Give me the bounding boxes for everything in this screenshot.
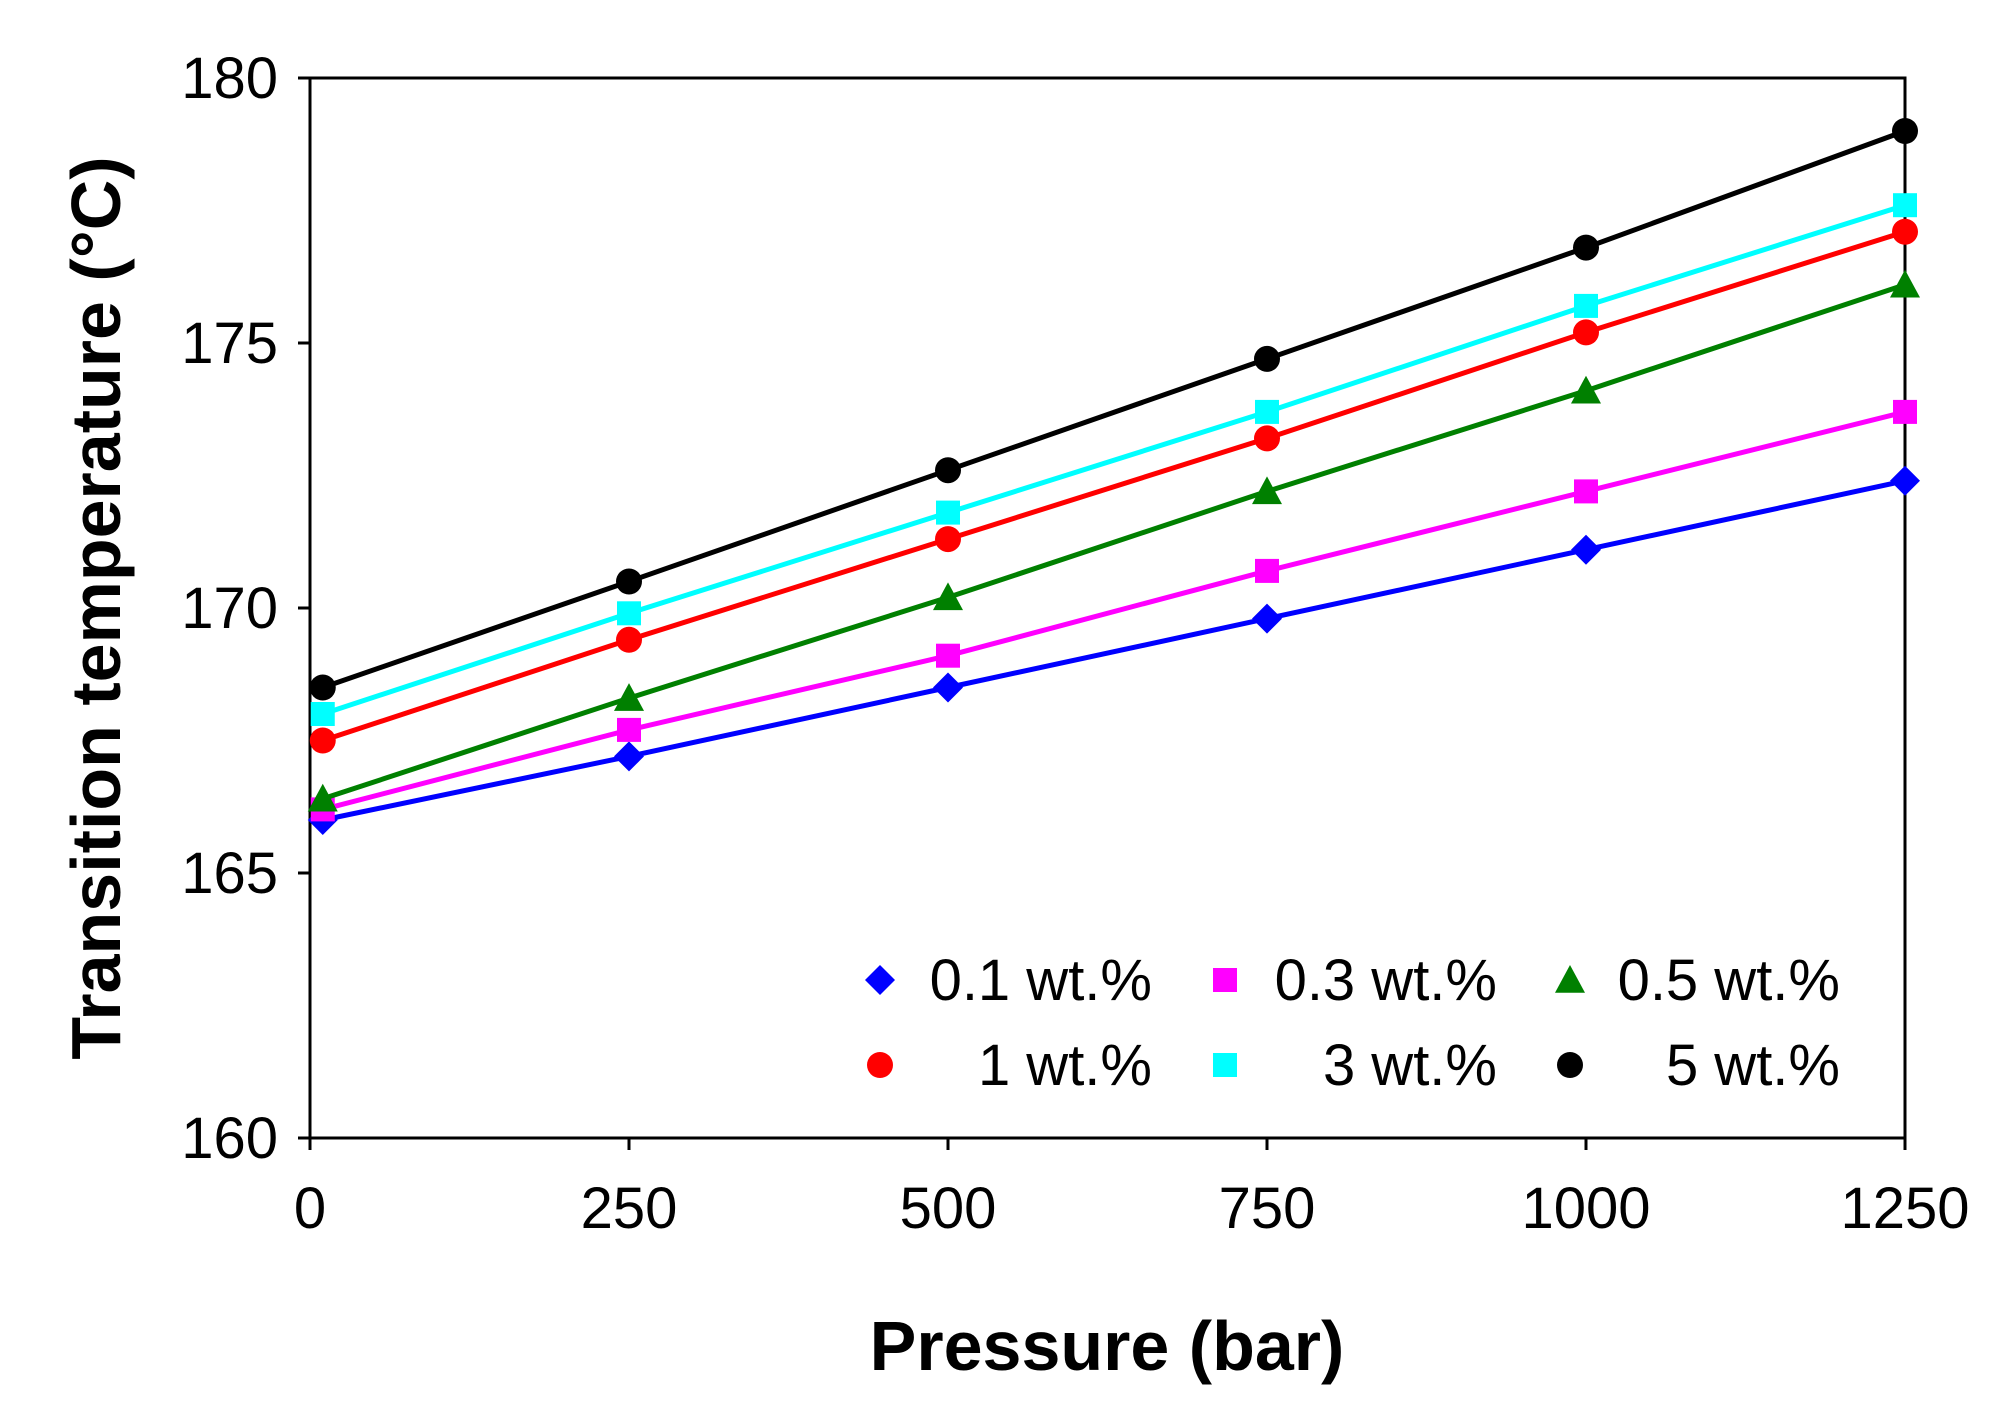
series-1 bbox=[307, 465, 1920, 835]
series-line bbox=[321, 128, 1906, 690]
data-point bbox=[1890, 269, 1920, 298]
data-point bbox=[1892, 118, 1918, 144]
legend-item: 5 wt.% bbox=[1557, 1033, 1840, 1098]
data-point bbox=[617, 717, 641, 742]
x-axis-title: Pressure (bar) bbox=[870, 1307, 1345, 1385]
series-line bbox=[322, 409, 1906, 812]
data-point bbox=[1252, 476, 1282, 505]
data-point bbox=[935, 457, 961, 484]
series-line bbox=[321, 202, 1906, 717]
legend-marker bbox=[867, 1052, 893, 1078]
data-point bbox=[1571, 375, 1601, 404]
series-6 bbox=[309, 118, 1918, 701]
data-point bbox=[936, 643, 960, 668]
y-tick-label: 160 bbox=[181, 1106, 278, 1171]
legend-marker bbox=[865, 965, 895, 995]
legend-marker bbox=[1557, 1052, 1583, 1078]
data-point bbox=[1892, 218, 1918, 245]
legend-marker bbox=[1213, 1053, 1237, 1077]
legend-item: 3 wt.% bbox=[1213, 1033, 1497, 1098]
legend-label: 0.1 wt.% bbox=[930, 948, 1152, 1013]
data-point bbox=[616, 626, 642, 653]
legend-marker bbox=[1555, 965, 1585, 993]
x-tick-label: 1000 bbox=[1521, 1176, 1650, 1241]
x-tick-label: 250 bbox=[581, 1176, 678, 1241]
data-point bbox=[616, 568, 642, 595]
data-point bbox=[309, 727, 336, 754]
series-line bbox=[321, 282, 1906, 802]
y-axis-title: Transition temperature (°C) bbox=[57, 156, 135, 1059]
legend-marker bbox=[1213, 968, 1237, 992]
data-point bbox=[1254, 425, 1280, 452]
data-point bbox=[307, 783, 338, 812]
legend-label: 0.3 wt.% bbox=[1275, 948, 1497, 1013]
data-point bbox=[933, 672, 963, 703]
y-tick-label: 175 bbox=[181, 311, 278, 376]
x-tick-label: 750 bbox=[1219, 1176, 1316, 1241]
series-line bbox=[322, 478, 1906, 823]
data-point bbox=[310, 702, 335, 726]
legend-label: 0.5 wt.% bbox=[1618, 948, 1840, 1013]
data-point bbox=[1893, 399, 1917, 424]
legend-label: 5 wt.% bbox=[1666, 1033, 1840, 1098]
data-point bbox=[1574, 479, 1598, 504]
data-point bbox=[1252, 603, 1282, 634]
plot-area bbox=[308, 76, 1907, 1140]
series-line bbox=[321, 229, 1906, 743]
data-point bbox=[1574, 293, 1598, 318]
data-point bbox=[936, 500, 960, 525]
y-tick-label: 180 bbox=[181, 46, 278, 111]
legend-label: 3 wt.% bbox=[1323, 1033, 1497, 1098]
x-tick-label: 500 bbox=[900, 1176, 997, 1241]
y-tick-label: 170 bbox=[181, 576, 278, 641]
series-4 bbox=[309, 218, 1918, 754]
legend-item: 0.3 wt.% bbox=[1213, 948, 1497, 1013]
data-point bbox=[1573, 319, 1599, 346]
legend-item: 1 wt.% bbox=[867, 1033, 1152, 1098]
data-point bbox=[614, 741, 644, 772]
series-3 bbox=[307, 269, 1920, 812]
legend-label: 1 wt.% bbox=[978, 1033, 1152, 1098]
series-2 bbox=[310, 399, 1917, 822]
series-5 bbox=[310, 193, 1917, 726]
data-point bbox=[617, 601, 641, 626]
data-point bbox=[933, 582, 963, 611]
data-point bbox=[1571, 534, 1601, 565]
data-point bbox=[935, 526, 961, 553]
data-point bbox=[1890, 465, 1920, 496]
data-point bbox=[1893, 193, 1917, 218]
data-point bbox=[614, 683, 644, 711]
data-point bbox=[1255, 399, 1279, 424]
data-point bbox=[1573, 234, 1599, 261]
data-point bbox=[1254, 345, 1280, 372]
data-point bbox=[1255, 558, 1279, 583]
legend-item: 0.1 wt.% bbox=[865, 948, 1152, 1013]
legend: 0.1 wt.% 0.3 wt.% 0.5 wt.% 1 wt.% 3 wt.% 5 wt… bbox=[865, 948, 1840, 1098]
data-point bbox=[309, 674, 336, 701]
x-tick-label: 1250 bbox=[1840, 1176, 1969, 1241]
series-layer bbox=[307, 118, 1920, 835]
x-axis: 0 250 500 750 1000 1250 bbox=[294, 1138, 1970, 1241]
x-tick-label: 0 bbox=[294, 1176, 326, 1241]
y-tick-label: 165 bbox=[181, 841, 278, 906]
y-axis: 160 165 170 175 180 bbox=[181, 46, 310, 1171]
legend-item: 0.5 wt.% bbox=[1555, 948, 1840, 1013]
